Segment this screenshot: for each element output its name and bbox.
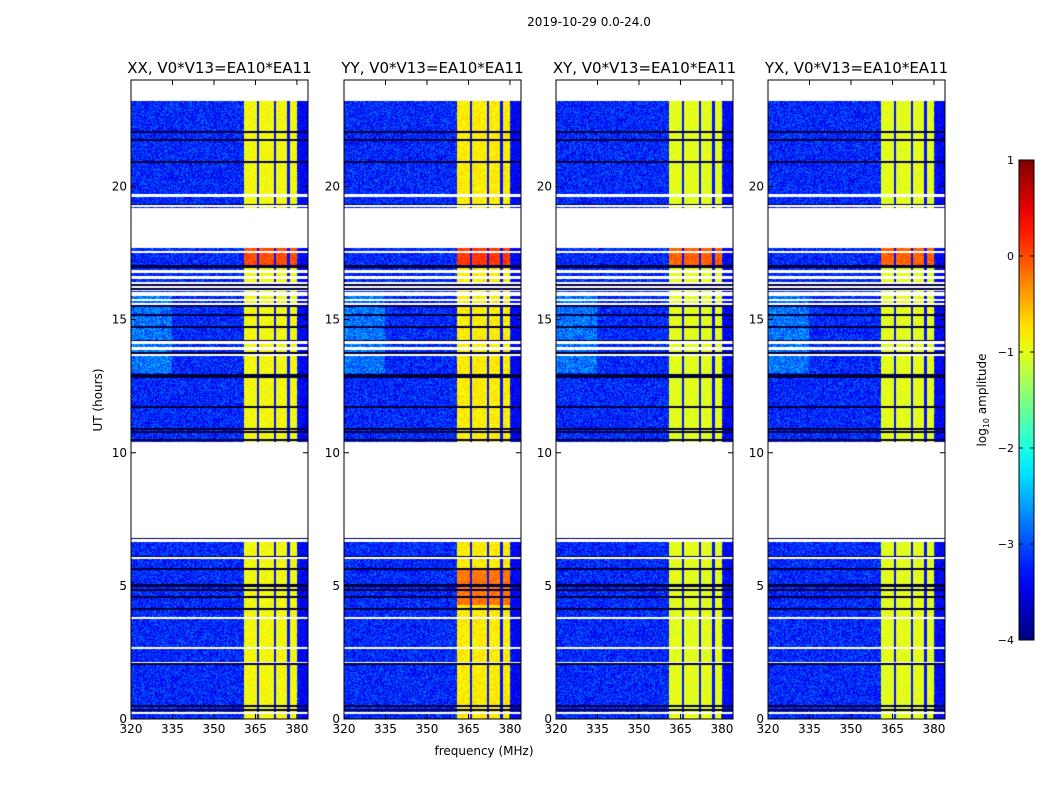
x-tick-label: 380 bbox=[710, 722, 733, 736]
x-tick-label: 365 bbox=[244, 722, 267, 736]
colorbar-tick-label: −3 bbox=[998, 538, 1014, 551]
x-axis-label: frequency (MHz) bbox=[434, 744, 533, 758]
y-tick-label: 0 bbox=[119, 712, 127, 726]
panel-title: YY, V0*V13=EA10*EA11 bbox=[340, 59, 523, 77]
x-tick-label: 335 bbox=[161, 722, 184, 736]
heatmap-image bbox=[131, 80, 308, 719]
y-tick-label: 10 bbox=[537, 446, 552, 460]
x-tick-label: 335 bbox=[374, 722, 397, 736]
x-tick-label: 380 bbox=[498, 722, 521, 736]
colorbar-tick-label: 0 bbox=[1007, 250, 1014, 263]
y-tick-label: 15 bbox=[749, 313, 764, 327]
x-tick-label: 320 bbox=[333, 722, 356, 736]
colorbar-tick-label: −4 bbox=[998, 634, 1014, 647]
x-tick-label: 350 bbox=[840, 722, 863, 736]
heatmap-image bbox=[768, 80, 945, 719]
x-tick-label: 320 bbox=[120, 722, 143, 736]
x-tick-label: 350 bbox=[416, 722, 439, 736]
panel-xx: XX, V0*V13=EA10*EA11 320 335 350 365 380 0 5 10 1… bbox=[112, 59, 312, 736]
x-tick-label: 350 bbox=[203, 722, 226, 736]
y-tick-label: 10 bbox=[325, 446, 340, 460]
x-tick-label: 335 bbox=[586, 722, 609, 736]
heatmap-image bbox=[556, 80, 733, 719]
y-tick-label: 5 bbox=[756, 579, 764, 593]
y-tick-label: 5 bbox=[544, 579, 552, 593]
x-tick-label: 335 bbox=[798, 722, 821, 736]
plot-frame bbox=[767, 79, 946, 720]
x-tick-label: 320 bbox=[545, 722, 568, 736]
colorbar-tick-label: 1 bbox=[1007, 154, 1014, 167]
y-tick-label: 10 bbox=[749, 446, 764, 460]
y-tick-label: 20 bbox=[537, 180, 552, 194]
colorbar-tick-label: −1 bbox=[998, 346, 1014, 359]
y-tick-label: 0 bbox=[756, 712, 764, 726]
x-tick-label: 365 bbox=[457, 722, 480, 736]
colorbar bbox=[1018, 159, 1035, 641]
y-tick-label: 10 bbox=[112, 446, 127, 460]
x-tick-label: 365 bbox=[669, 722, 692, 736]
heatmap-image bbox=[344, 80, 521, 719]
x-tick-label: 365 bbox=[881, 722, 904, 736]
x-tick-label: 380 bbox=[922, 722, 945, 736]
y-tick-label: 20 bbox=[325, 180, 340, 194]
plot-frame bbox=[130, 79, 309, 720]
panel-xy: XY, V0*V13=EA10*EA11 320 335 350 365 380 0 5 10 1… bbox=[537, 59, 736, 736]
y-tick-label: 0 bbox=[332, 712, 340, 726]
x-tick-label: 350 bbox=[628, 722, 651, 736]
panel-title: XX, V0*V13=EA10*EA11 bbox=[127, 59, 311, 77]
panel-title: XY, V0*V13=EA10*EA11 bbox=[553, 59, 736, 77]
colorbar-label: log10 amplitude bbox=[975, 354, 991, 447]
y-tick-label: 20 bbox=[749, 180, 764, 194]
colorbar-tick-label: −2 bbox=[998, 442, 1014, 455]
panel-yx: YX, V0*V13=EA10*EA11 320 335 350 365 380 0 5 10 1… bbox=[749, 59, 948, 736]
x-tick-label: 320 bbox=[757, 722, 780, 736]
panel-title: YX, V0*V13=EA10*EA11 bbox=[764, 59, 948, 77]
y-tick-label: 5 bbox=[119, 579, 127, 593]
y-tick-label: 15 bbox=[325, 313, 340, 327]
y-tick-label: 0 bbox=[544, 712, 552, 726]
x-tick-label: 380 bbox=[285, 722, 308, 736]
suptitle: 2019-10-29 0.0-24.0 bbox=[527, 15, 651, 29]
y-tick-label: 20 bbox=[112, 180, 127, 194]
panel-yy: YY, V0*V13=EA10*EA11 320 335 350 365 380 0 5 10 1… bbox=[325, 59, 524, 736]
y-tick-label: 15 bbox=[537, 313, 552, 327]
y-tick-label: 5 bbox=[332, 579, 340, 593]
plot-frame bbox=[555, 79, 734, 720]
y-tick-label: 15 bbox=[112, 313, 127, 327]
y-axis-label: UT (hours) bbox=[91, 368, 105, 431]
plot-frame bbox=[343, 79, 522, 720]
